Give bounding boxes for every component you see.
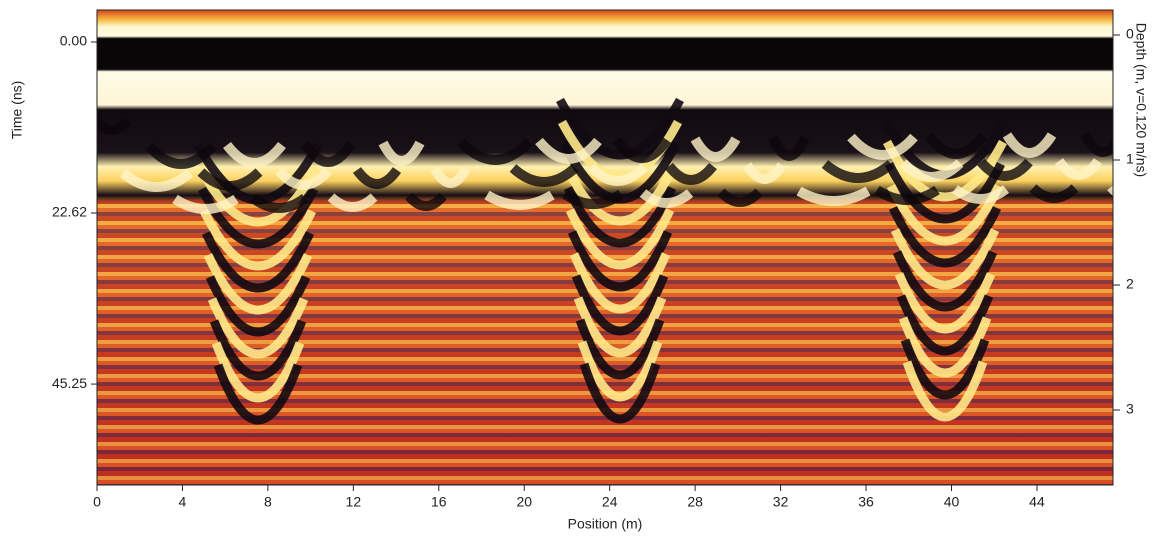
radar-texture	[97, 97, 1113, 425]
hyperbola	[579, 362, 661, 424]
y2-axis-title: Depth (m, v=0.120 m/ns)	[1133, 23, 1149, 177]
hyperbola	[898, 316, 992, 378]
hyperbola	[890, 228, 1000, 290]
hyperbola	[573, 296, 667, 358]
radargram-image	[97, 10, 1113, 485]
hyperbola	[205, 275, 311, 337]
reflector	[925, 132, 987, 159]
hyperbola	[201, 231, 315, 293]
hyperbola	[209, 319, 307, 381]
x-tick-label: 16	[431, 494, 447, 510]
reflector	[874, 185, 940, 205]
reflector	[327, 193, 378, 212]
hyperbola	[563, 186, 677, 248]
hyperbola	[577, 340, 663, 402]
reflector	[977, 158, 1033, 181]
y-axis-title: Time (ns)	[9, 81, 25, 140]
x-tick-label: 0	[93, 494, 101, 510]
reflector	[768, 135, 810, 161]
hyperbola	[213, 363, 303, 425]
reflector	[612, 136, 672, 163]
reflector	[300, 141, 356, 167]
hyperbola	[199, 209, 317, 271]
reflector	[951, 184, 1010, 204]
x-tick-label: 20	[516, 494, 532, 510]
reflector	[1107, 185, 1113, 197]
hyperbola	[892, 250, 998, 312]
reflector	[509, 164, 579, 187]
x-tick-label: 4	[179, 494, 187, 510]
x-tick-label: 44	[1029, 494, 1045, 510]
reflector	[1080, 131, 1113, 157]
reflector	[665, 162, 717, 185]
reflector	[1029, 184, 1079, 203]
hyperbola	[569, 252, 671, 314]
reflector	[275, 167, 332, 190]
reflector	[145, 142, 217, 169]
reflector	[639, 189, 694, 208]
hyperbola	[888, 206, 1002, 268]
reflector	[378, 140, 425, 166]
y-tick-label: 0.00	[60, 33, 87, 49]
reflector	[717, 188, 763, 207]
reflector	[690, 136, 741, 162]
reflector	[197, 168, 263, 191]
hyperbola	[884, 161, 1006, 224]
reflector	[821, 160, 895, 183]
reflector	[742, 162, 787, 184]
reflector	[484, 190, 555, 210]
hyperbola	[886, 184, 1004, 246]
y2-tick-label: 3	[1126, 401, 1134, 417]
y2-tick-label: 0	[1126, 26, 1134, 42]
reflector	[249, 193, 309, 213]
hyperbola	[211, 341, 305, 403]
reflector	[352, 166, 402, 189]
reflector	[1054, 157, 1103, 180]
plot-frame	[96, 9, 1114, 486]
reflector	[405, 192, 447, 211]
hyperbola	[894, 272, 996, 334]
y-tick-label: 45.25	[52, 375, 87, 391]
hyperbola	[896, 294, 994, 356]
reflector	[119, 169, 194, 192]
hyperbola	[900, 338, 990, 400]
x-tick-label: 36	[858, 494, 874, 510]
hyperbola	[571, 274, 669, 336]
reflector	[97, 116, 131, 135]
y2-tick-label: 2	[1126, 276, 1134, 292]
hyperbola	[196, 164, 320, 227]
reflector	[535, 137, 602, 164]
hyperbola	[567, 230, 673, 292]
x-tick-label: 12	[346, 494, 362, 510]
x-tick-label: 28	[687, 494, 703, 510]
reflector	[847, 133, 918, 160]
reflector	[1002, 132, 1057, 158]
hyperbola	[203, 253, 313, 315]
reflector	[223, 141, 286, 168]
hyperbola	[575, 318, 665, 380]
reflector	[457, 138, 533, 165]
reflector	[562, 189, 624, 209]
x-tick-label: 24	[602, 494, 618, 510]
reflector	[899, 159, 964, 182]
hyperbola	[561, 164, 679, 226]
reflector	[172, 194, 239, 214]
hyperbola	[207, 297, 309, 359]
x-tick-label: 8	[264, 494, 272, 510]
reflector	[430, 166, 471, 188]
reflector	[796, 186, 871, 206]
x-tick-label: 40	[944, 494, 960, 510]
y2-tick-label: 1	[1126, 151, 1134, 167]
x-tick-label: 32	[773, 494, 789, 510]
reflector	[587, 163, 648, 186]
hyperbola	[556, 97, 684, 160]
hyperbola	[902, 360, 988, 422]
x-axis-title: Position (m)	[568, 516, 643, 532]
y-tick-label: 22.62	[52, 204, 87, 220]
hyperbola	[565, 208, 675, 270]
